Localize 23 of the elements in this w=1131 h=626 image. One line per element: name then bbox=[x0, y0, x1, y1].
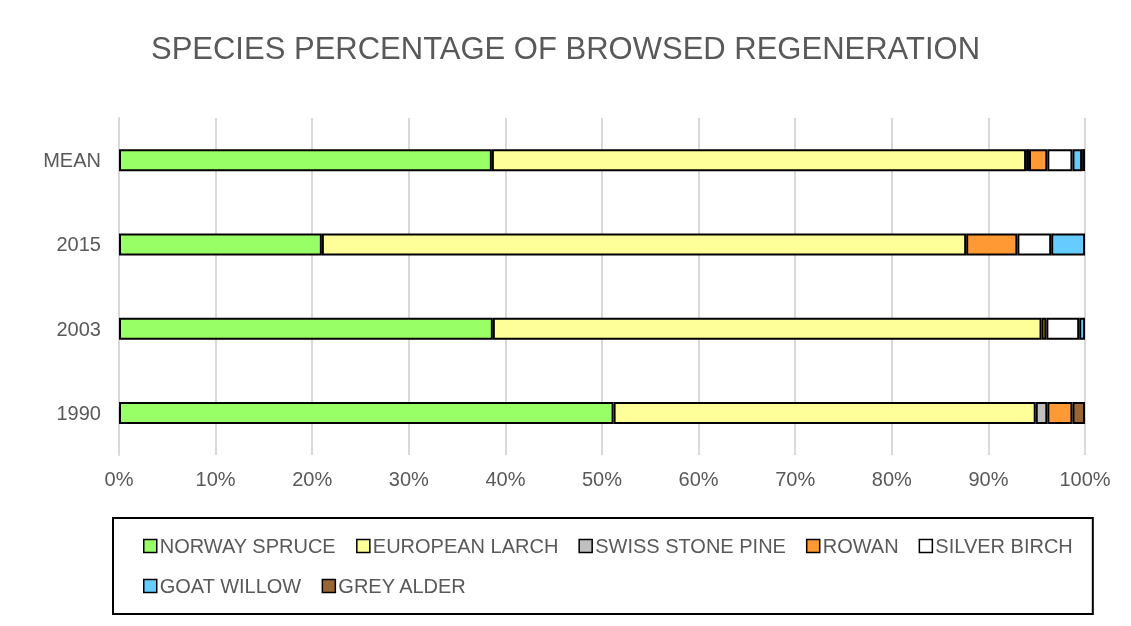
x-tick-label: 100% bbox=[1059, 468, 1111, 490]
x-tick-label: 20% bbox=[292, 468, 333, 490]
x-tick-label: 80% bbox=[871, 468, 913, 490]
y-tick-label: MEAN bbox=[43, 149, 101, 172]
x-tick-label: 10% bbox=[195, 468, 236, 490]
x-tick-label: 90% bbox=[968, 468, 1009, 490]
legend-label: ROWAN bbox=[822, 535, 899, 557]
chart-title: SPECIES PERCENTAGE OF BROWSED REGENERATION bbox=[150, 31, 981, 66]
legend-label: NORWAY SPRUCE bbox=[159, 535, 336, 557]
x-tick-label: 70% bbox=[775, 468, 816, 490]
y-tick-label: 1990 bbox=[56, 401, 101, 424]
y-tick-label: 2003 bbox=[56, 317, 101, 340]
x-tick-label: 60% bbox=[678, 468, 719, 490]
legend-label: GOAT WILLOW bbox=[159, 575, 302, 597]
x-tick-label: 50% bbox=[581, 468, 623, 490]
legend-label: SILVER BIRCH bbox=[935, 535, 1073, 557]
y-tick-label: 2015 bbox=[56, 233, 101, 256]
legend-label: EUROPEAN LARCH bbox=[372, 535, 559, 557]
legend-label: SWISS STONE PINE bbox=[595, 535, 786, 557]
x-tick-label: 30% bbox=[388, 468, 430, 490]
x-tick-label: 0% bbox=[104, 468, 134, 490]
legend-label: GREY ALDER bbox=[338, 575, 466, 597]
x-tick-label: 40% bbox=[485, 468, 526, 490]
